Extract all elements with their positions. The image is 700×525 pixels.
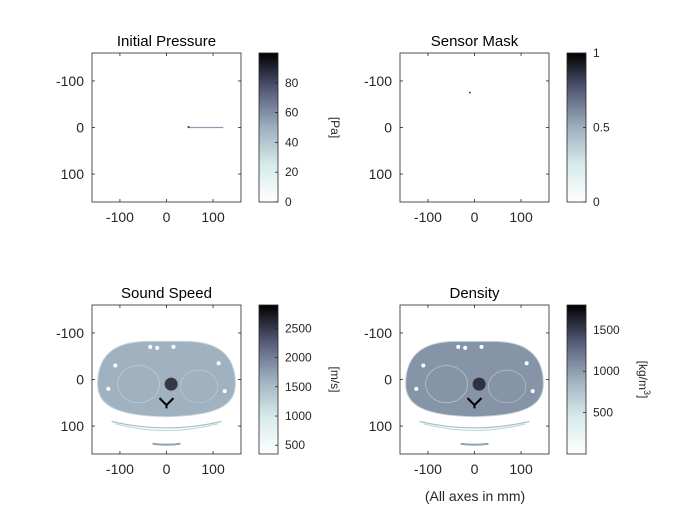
panel-4: -100 0 100 -100 0 100 Density 500 1000 1500 [kg/m3…: [364, 285, 652, 477]
y-tick-label: 0: [76, 120, 84, 136]
ct-aorta: [472, 377, 486, 391]
panel-title: Initial Pressure: [117, 33, 216, 50]
x-tick-label: 100: [509, 209, 533, 225]
colorbar: [258, 304, 279, 455]
colorbar-label: [kg/m3]: [636, 361, 652, 399]
x-tick-label: 0: [471, 461, 479, 477]
x-tick-label: 0: [471, 209, 479, 225]
ct-liver: [425, 365, 468, 404]
ct-liver: [117, 365, 160, 404]
colorbar-tick-label: 0: [285, 195, 292, 209]
plot-area: [400, 53, 549, 202]
ct-organ: [180, 369, 219, 404]
image-content: [187, 126, 224, 129]
colorbar: [566, 304, 587, 455]
colorbar-tick-label: 40: [285, 135, 299, 149]
ct-rib: [155, 345, 160, 350]
panel-3: -100 0 100 -100 0 100 Sound Speed 500 1000 1500 20…: [56, 285, 342, 477]
ct-rib: [524, 361, 529, 366]
image-content: [405, 340, 544, 446]
panel-2: -100 0 100 -100 0 100 Sensor Mask 0 0.5 1: [364, 33, 610, 225]
ct-spine: [158, 397, 175, 409]
y-tick-label: 100: [61, 418, 85, 434]
colorbar: [258, 52, 279, 203]
panel-title: Sound Speed: [121, 285, 212, 302]
ct-table-curve: [111, 420, 222, 429]
y-tick-label: -100: [364, 325, 392, 341]
x-tick-label: -100: [106, 461, 134, 477]
image-content: [97, 340, 236, 446]
colorbar-tick-label: 500: [593, 406, 613, 420]
x-tick-label: 100: [509, 461, 533, 477]
image-content: [469, 91, 471, 94]
y-tick-label: -100: [364, 73, 392, 89]
colorbar-tick-label: 1000: [285, 409, 312, 423]
colorbar-tick-label: 1500: [285, 380, 312, 394]
colorbar-tick-label: 1: [593, 46, 600, 60]
ct-rib: [456, 344, 461, 349]
y-tick-label: -100: [56, 325, 84, 341]
colorbar-tick-label: 80: [285, 76, 299, 90]
colorbar-tick-label: 0.5: [593, 121, 610, 135]
x-tick-label: -100: [414, 461, 442, 477]
ct-rib: [222, 389, 227, 394]
y-tick-label: 100: [369, 166, 393, 182]
x-tick-label: 100: [201, 461, 225, 477]
y-tick-label: 0: [384, 372, 392, 388]
colorbar-tick-label: 2500: [285, 321, 312, 335]
y-tick-label: 0: [384, 120, 392, 136]
colorbar-tick-label: 0: [593, 195, 600, 209]
ct-table-curve: [419, 420, 530, 429]
ct-rib: [106, 386, 111, 391]
x-tick-label: 100: [201, 209, 225, 225]
panel-1: -100 0 100 -100 0 100 Initial Pressure 0 20 40 60 8…: [56, 33, 342, 225]
x-tick-label: 0: [163, 461, 171, 477]
ct-aorta: [164, 377, 178, 391]
panel-title: Sensor Mask: [431, 33, 519, 50]
ct-rib: [421, 363, 426, 368]
figure-footnote: (All axes in mm): [425, 488, 525, 504]
colorbar-tick-label: 1500: [593, 323, 620, 337]
y-tick-label: 0: [76, 372, 84, 388]
ct-rib: [479, 344, 484, 349]
ct-table-curve: [115, 423, 218, 431]
y-tick-label: -100: [56, 73, 84, 89]
panel-title: Density: [449, 285, 500, 302]
ct-torso: [405, 340, 544, 418]
ct-spine: [466, 397, 483, 409]
x-tick-label: 0: [163, 209, 171, 225]
y-tick-label: 100: [369, 418, 393, 434]
ct-rib: [463, 345, 468, 350]
x-tick-label: -100: [414, 209, 442, 225]
ct-table-base: [152, 442, 181, 446]
colorbar-tick-label: 20: [285, 165, 299, 179]
ct-rib: [148, 344, 153, 349]
ct-rib: [113, 363, 118, 368]
sensor-point: [469, 91, 471, 94]
ct-torso: [97, 340, 236, 418]
ct-organ: [488, 369, 527, 404]
colorbar-tick-label: 60: [285, 106, 299, 120]
ct-rib: [171, 344, 176, 349]
ct-rib: [216, 361, 221, 366]
colorbar-label: [m/s]: [328, 367, 342, 393]
colorbar-tick-label: 1000: [593, 364, 620, 378]
ct-table-curve: [423, 423, 526, 431]
ct-table-base: [460, 442, 489, 446]
colorbar-label: [Pa]: [328, 117, 342, 138]
y-tick-label: 100: [61, 166, 85, 182]
colorbar-tick-label: 500: [285, 438, 305, 452]
ct-rib: [414, 386, 419, 391]
x-tick-label: -100: [106, 209, 134, 225]
colorbar-tick-label: 2000: [285, 351, 312, 365]
ct-rib: [530, 389, 535, 394]
